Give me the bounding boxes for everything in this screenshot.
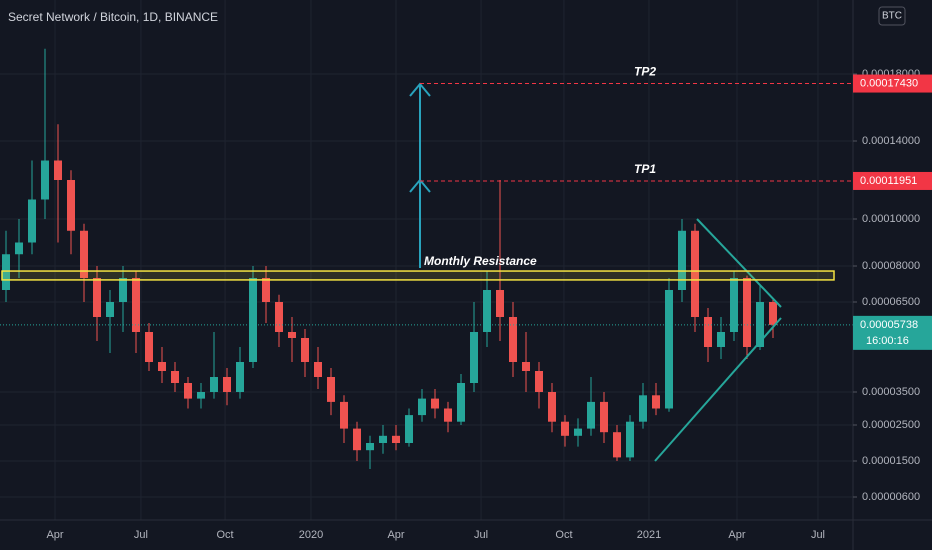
candle-body	[366, 443, 374, 451]
candle-body	[574, 428, 582, 436]
candle-body	[730, 278, 738, 332]
candle-body	[288, 332, 296, 338]
y-tick-label: 0.00000600	[862, 491, 920, 503]
candle-body	[587, 401, 595, 429]
candle-body	[171, 371, 179, 383]
candle-body	[600, 401, 608, 433]
candle-body	[522, 362, 530, 371]
candle-body	[561, 421, 569, 436]
candle-body	[743, 278, 751, 347]
candle-body	[431, 398, 439, 409]
candle-body	[145, 332, 153, 362]
candle-body	[379, 435, 387, 443]
candle-body	[678, 230, 686, 290]
x-tick-label: Apr	[387, 529, 404, 541]
triangle-lower	[654, 317, 782, 462]
candle-body	[158, 362, 166, 371]
x-tick-label: 2021	[637, 529, 661, 541]
candle-body	[54, 160, 62, 180]
x-tick-label: Jul	[134, 529, 148, 541]
grid	[0, 0, 853, 520]
annotation: Monthly Resistance	[424, 254, 537, 268]
candle-body	[405, 415, 413, 443]
x-tick-label: Jul	[811, 529, 825, 541]
price-tag-label: 0.00017430	[860, 77, 918, 89]
candle-body	[457, 383, 465, 422]
candle-body	[626, 421, 634, 458]
y-tick-label: 0.00008000	[862, 260, 920, 272]
candle-body	[769, 302, 777, 325]
candle-body	[223, 377, 231, 392]
candle-body	[470, 332, 478, 383]
candle-body	[119, 278, 127, 302]
candle-body	[132, 278, 140, 332]
currency-badge[interactable]	[878, 6, 906, 26]
candle-body	[444, 408, 452, 422]
candle-body	[509, 317, 517, 362]
y-tick-label: 0.00003500	[862, 386, 920, 398]
chart-title: Secret Network / Bitcoin, 1D, BINANCE	[8, 10, 218, 24]
x-tick-label: Apr	[46, 529, 63, 541]
candle-body	[340, 401, 348, 429]
candle-body	[535, 371, 543, 392]
x-tick-label: Jul	[474, 529, 488, 541]
y-tick-label: 0.00002500	[862, 419, 920, 431]
candle-body	[301, 338, 309, 362]
currency-label: BTC	[882, 11, 902, 22]
candle-body	[353, 428, 361, 451]
price-tag	[853, 315, 932, 350]
y-tick-label: 0.00010000	[862, 213, 920, 225]
candle-body	[392, 435, 400, 443]
candle-body	[184, 383, 192, 399]
candle-body	[80, 230, 88, 278]
candle-body	[483, 290, 491, 332]
y-tick-label: 0.00014000	[862, 135, 920, 147]
candle-body	[236, 362, 244, 392]
price-line-name: TP2	[634, 65, 656, 79]
x-tick-label: Oct	[555, 529, 572, 541]
candle-body	[704, 317, 712, 347]
y-tick-label: 0.00006500	[862, 296, 920, 308]
candle-body	[665, 290, 673, 409]
candle-body	[613, 432, 621, 458]
price-tag	[853, 74, 932, 93]
candle-body	[639, 395, 647, 422]
y-tick-label: 0.00001500	[862, 455, 920, 467]
candle-body	[28, 199, 36, 243]
candle-body	[275, 302, 283, 332]
candle-body	[41, 160, 49, 200]
price-line-name: TP1	[634, 162, 656, 176]
overlay: Monthly Resistance TP2 TP1	[0, 65, 853, 462]
candle-body	[249, 278, 257, 362]
candle-body	[691, 230, 699, 317]
candle-body	[418, 398, 426, 416]
x-tick-label: 2020	[299, 529, 323, 541]
candle-body	[2, 254, 10, 290]
x-tick-label: Apr	[728, 529, 745, 541]
candle-body	[548, 392, 556, 422]
x-tick-label: Oct	[216, 529, 233, 541]
countdown: 16:00:16	[866, 335, 909, 347]
price-tag	[853, 171, 932, 190]
candle-body	[314, 362, 322, 377]
price-tag-label: 0.00005738	[860, 319, 918, 331]
candle-body	[327, 377, 335, 402]
triangle-upper	[696, 218, 782, 308]
candle-body	[197, 392, 205, 399]
candle-body	[67, 180, 75, 231]
candle-body	[717, 332, 725, 347]
candle-body	[262, 278, 270, 302]
candle-body	[93, 278, 101, 317]
candle-body	[652, 395, 660, 409]
candle-body	[106, 302, 114, 317]
resistance-zone	[1, 270, 835, 281]
candle-body	[15, 242, 23, 255]
price-tag-label: 0.00011951	[860, 175, 917, 187]
arrow-head	[409, 178, 431, 193]
candle-body	[496, 290, 504, 317]
candle-body	[210, 377, 218, 392]
